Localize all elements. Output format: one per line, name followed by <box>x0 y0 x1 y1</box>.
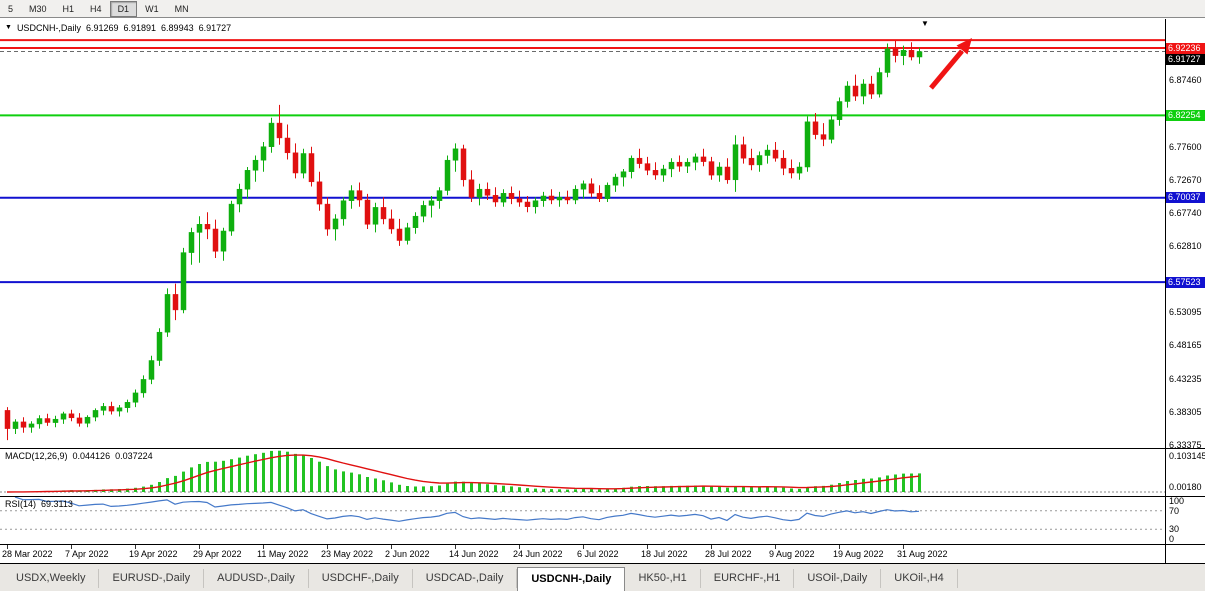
timeframe-button-h4[interactable]: H4 <box>90 3 102 14</box>
timeframe-button-mn[interactable]: MN <box>174 3 189 14</box>
rsi-line <box>14 496 920 522</box>
chart-tabs-bar: USDX,Weekly EURUSD-,Daily AUDUSD-,Daily USD… <box>0 564 1205 591</box>
trend-arrow-annotation[interactable] <box>929 38 972 90</box>
tab-hk50-h1[interactable]: HK50-,H1 <box>625 569 701 588</box>
time-scale[interactable] <box>0 545 1165 563</box>
tab-usoil-daily[interactable]: USOil-,Daily <box>794 569 882 588</box>
timeframe-button-m30[interactable]: M30 <box>29 3 47 14</box>
macd-signal-line <box>6 454 920 493</box>
tab-eurusd-daily[interactable]: EURUSD-,Daily <box>99 569 205 588</box>
timeframe-button-h1[interactable]: H1 <box>62 3 75 14</box>
tab-usdcad-daily[interactable]: USDCAD-,Daily <box>413 569 518 588</box>
tab-usdx-weekly[interactable]: USDX,Weekly <box>3 569 100 588</box>
time-axis-ticks <box>7 545 904 549</box>
tab-usdcnh-daily[interactable]: USDCNH-,Daily <box>517 567 626 591</box>
tab-audusd-daily[interactable]: AUDUSD-,Daily <box>204 569 309 588</box>
horizontal-lines <box>0 39 1165 284</box>
pane-separators <box>0 19 1205 564</box>
timeframe-button-w1[interactable]: W1 <box>145 3 159 14</box>
candlestick-series <box>4 40 923 441</box>
timeframe-button-5[interactable]: 5 <box>8 3 14 14</box>
tab-eurchf-h1[interactable]: EURCHF-,H1 <box>701 569 795 588</box>
price-scale[interactable] <box>1166 19 1205 563</box>
tab-usdchf-daily[interactable]: USDCHF-,Daily <box>309 569 413 588</box>
chart-canvas[interactable] <box>0 0 1205 564</box>
timeframe-toolbar: 5 M30 H1 H4 D1 W1 MN <box>0 0 1205 18</box>
timeframe-button-d1[interactable]: D1 <box>109 0 138 17</box>
tab-ukoil-h4[interactable]: UKOil-,H4 <box>881 569 958 588</box>
